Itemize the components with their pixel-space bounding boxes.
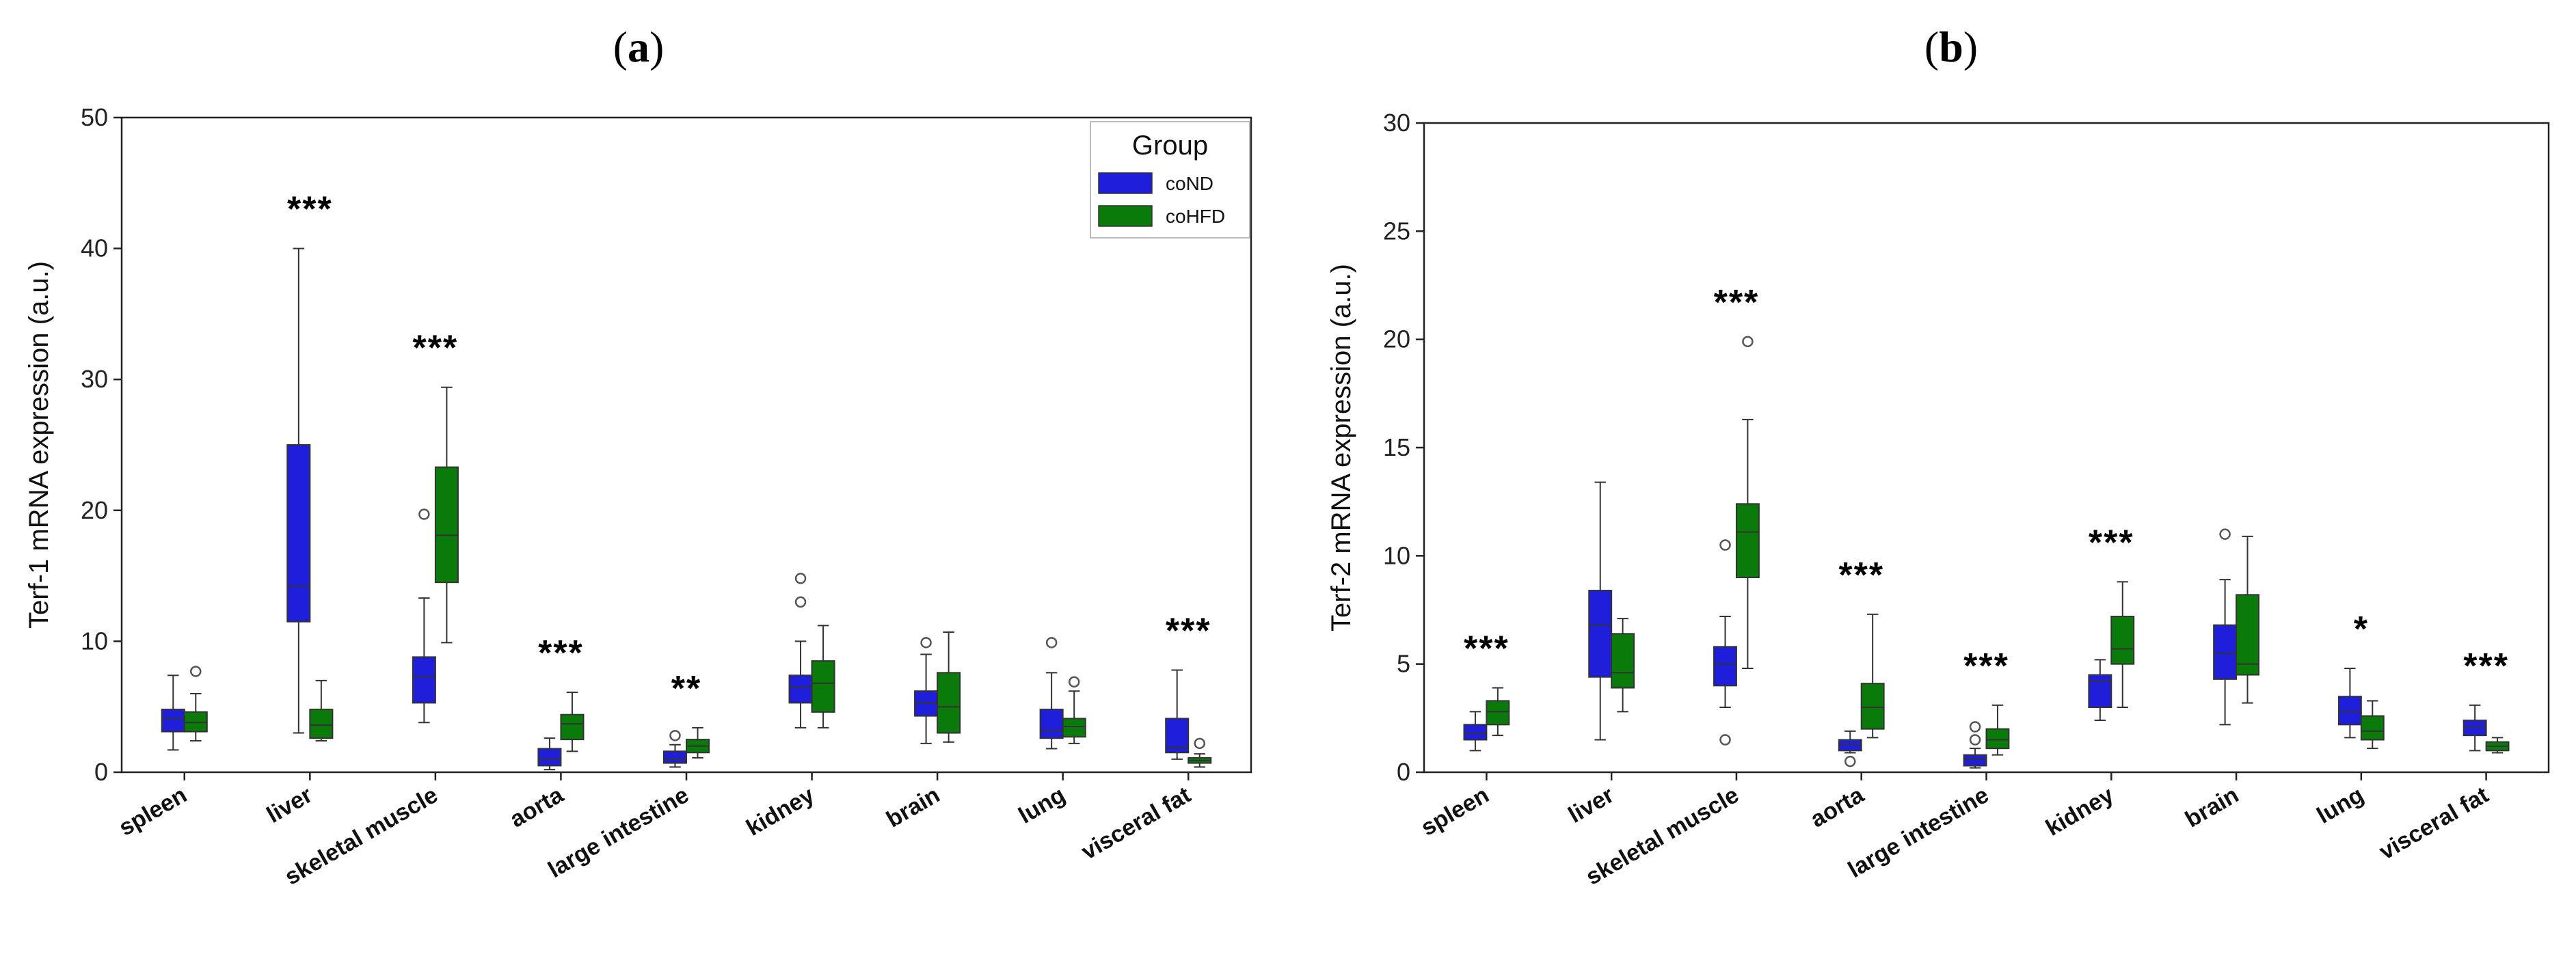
- y-tick-label: 5: [1397, 650, 1410, 678]
- legend-label-cohfd: coHFD: [1166, 206, 1225, 227]
- box-cohfd: [2110, 616, 2135, 665]
- legend-label-cond: coND: [1166, 173, 1213, 194]
- box-outlier: [1194, 737, 1205, 750]
- box-outlier: [190, 666, 202, 677]
- box-outlier: [2219, 528, 2231, 540]
- panel-label-b: (b): [1924, 23, 1978, 71]
- legend-title: Group: [1132, 131, 1208, 161]
- y-tick-label: 20: [1383, 325, 1410, 353]
- significance-marker: ***: [1464, 629, 1510, 669]
- box-cond: [1713, 646, 1737, 687]
- panel-label-b-close: ): [1963, 23, 1978, 71]
- panel-label-a-open: (: [613, 23, 628, 71]
- y-tick-label: 40: [81, 234, 108, 262]
- y-tick-label: 30: [81, 365, 108, 393]
- box-cohfd: [560, 713, 585, 741]
- box-cond: [2088, 674, 2112, 708]
- box-cond: [1588, 590, 1613, 678]
- box-cond: [1039, 709, 1064, 739]
- box-outlier: [1742, 336, 1754, 348]
- panel-label-b-open: (: [1924, 23, 1939, 71]
- y-tick-label: 20: [81, 496, 108, 524]
- box-cond: [286, 444, 311, 623]
- box-cohfd: [1062, 718, 1086, 738]
- chart-panel-b: 0 5 10 15 20 25 30 Terf-2 mRNA expression (a.u.…: [1326, 109, 2550, 890]
- box-cond: [2463, 720, 2487, 737]
- significance-marker: ***: [2463, 646, 2509, 686]
- box-cohfd: [811, 660, 835, 713]
- box-outlier: [669, 730, 681, 741]
- y-tick-label: 0: [94, 758, 108, 786]
- panel-label-a-close: ): [649, 23, 664, 71]
- box-cond: [1963, 754, 1987, 767]
- significance-marker: ***: [287, 190, 333, 230]
- box-cohfd: [1735, 503, 1760, 578]
- box-cohfd: [1860, 683, 1885, 730]
- y-tick-label: 0: [1397, 758, 1410, 786]
- legend-swatch-cond: [1098, 172, 1153, 194]
- box-cohfd: [434, 466, 459, 584]
- box-outlier: [1969, 721, 1981, 733]
- box-cohfd: [1611, 633, 1635, 689]
- legend-swatch-cohfd: [1098, 205, 1153, 227]
- box-outlier: [418, 508, 430, 520]
- box-cohfd: [2236, 594, 2259, 676]
- significance-marker: ***: [538, 634, 584, 673]
- box-outlier: [794, 573, 807, 584]
- box-cond: [161, 709, 185, 733]
- y-axis-label: Terf-1 mRNA expression (a.u.): [24, 261, 54, 629]
- box-cond: [2337, 696, 2362, 726]
- panel-label-a-letter: a: [628, 23, 649, 71]
- significance-marker: ***: [1714, 283, 1760, 323]
- panel-label-b-letter: b: [1939, 23, 1963, 71]
- box-cond: [2213, 624, 2238, 680]
- box-outlier: [1719, 734, 1731, 746]
- box-cond: [1838, 739, 1862, 752]
- panel-label-a: (a): [613, 23, 665, 71]
- box-cond: [788, 675, 813, 704]
- significance-marker: ***: [1166, 612, 1211, 651]
- box-outlier: [1844, 755, 1856, 767]
- y-tick-label: 25: [1383, 217, 1410, 245]
- box-cohfd: [937, 672, 961, 734]
- box-cond: [412, 656, 436, 704]
- box-cohfd: [2360, 715, 2385, 741]
- significance-marker: ***: [1838, 556, 1884, 595]
- box-cohfd: [309, 709, 334, 739]
- y-tick-label: 10: [81, 627, 108, 655]
- box-cohfd: [1486, 700, 1510, 726]
- significance-marker: ***: [1963, 646, 2009, 686]
- box-cond: [537, 748, 562, 767]
- box-cohfd: [1985, 728, 2010, 750]
- box-cond: [1463, 724, 1488, 741]
- significance-marker: *: [2354, 610, 2369, 649]
- box-outlier: [920, 637, 932, 649]
- y-tick-label: 15: [1383, 433, 1410, 461]
- y-tick-label: 10: [1383, 541, 1410, 569]
- y-tick-label: 30: [1383, 109, 1410, 137]
- box-cond: [662, 750, 688, 764]
- significance-marker: ***: [413, 329, 459, 368]
- significance-marker: ***: [2089, 523, 2134, 562]
- box-outlier: [1969, 734, 1981, 746]
- significance-marker: **: [671, 669, 701, 709]
- box-outlier: [794, 596, 807, 608]
- y-tick-label: 50: [81, 103, 108, 131]
- box-outlier: [1068, 676, 1080, 688]
- y-axis-label: Terf-2 mRNA expression (a.u.): [1326, 264, 1356, 631]
- box-outlier: [1045, 637, 1058, 649]
- box-outlier: [1719, 539, 1731, 551]
